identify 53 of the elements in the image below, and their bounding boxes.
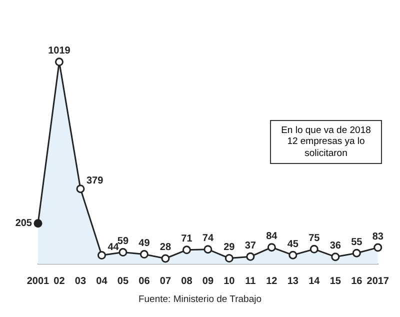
x-tick-label: 09 [202,276,214,287]
point [161,254,170,263]
x-tick-label: 2001 [26,276,50,287]
point [246,252,255,261]
data-label: 83 [372,231,384,242]
x-tick-label: 13 [287,276,299,287]
point [310,244,318,254]
x-tick-label: 12 [266,276,278,287]
point [374,243,382,252]
data-label: 29 [224,242,236,253]
point [267,243,276,252]
point [204,245,212,254]
x-tick-label: 11 [245,276,256,287]
x-tick-label: 07 [160,276,172,287]
point [182,246,191,254]
x-tick-label: 2017 [366,276,390,287]
data-label: 55 [351,236,363,248]
x-tick-label: 08 [181,276,193,287]
data-label: 379 [86,176,104,187]
data-label: 45 [287,238,299,250]
data-label: 49 [138,238,150,250]
point [76,184,85,194]
annotation: En lo que va de 2018 12 empresas ya lo solicitaron [270,120,382,164]
x-tick-label: 16 [351,276,363,287]
data-label: 37 [244,240,256,252]
source-note: Fuente: Ministerio de Trabajo [137,294,263,305]
data-label: 75 [308,232,320,244]
data-label: 74 [202,233,214,244]
x-tick-label: 05 [117,276,129,287]
data-label: 44 [108,242,120,254]
data-label: 84 [266,231,278,242]
data-label: 59 [117,236,129,248]
point [352,248,361,258]
data-label: 205 [15,218,32,230]
point [140,250,148,259]
data-label: 28 [160,242,172,254]
point [54,58,64,66]
point [34,219,42,228]
point [288,250,298,260]
x-tick-label: 02 [54,276,66,287]
data-label: 71 [181,234,193,245]
x-tick-label: 04 [96,276,108,287]
x-tick-label: 03 [74,276,86,287]
x-tick-label: 10 [224,276,236,287]
point [331,252,340,262]
point [97,251,106,260]
x-tick-label: 14 [308,276,320,287]
x-tick-label: 06 [138,276,150,287]
point [118,248,128,257]
x-tick-label: 15 [330,276,342,287]
data-label: 1019 [48,46,71,57]
point [224,254,234,262]
data-label: 36 [330,240,342,252]
